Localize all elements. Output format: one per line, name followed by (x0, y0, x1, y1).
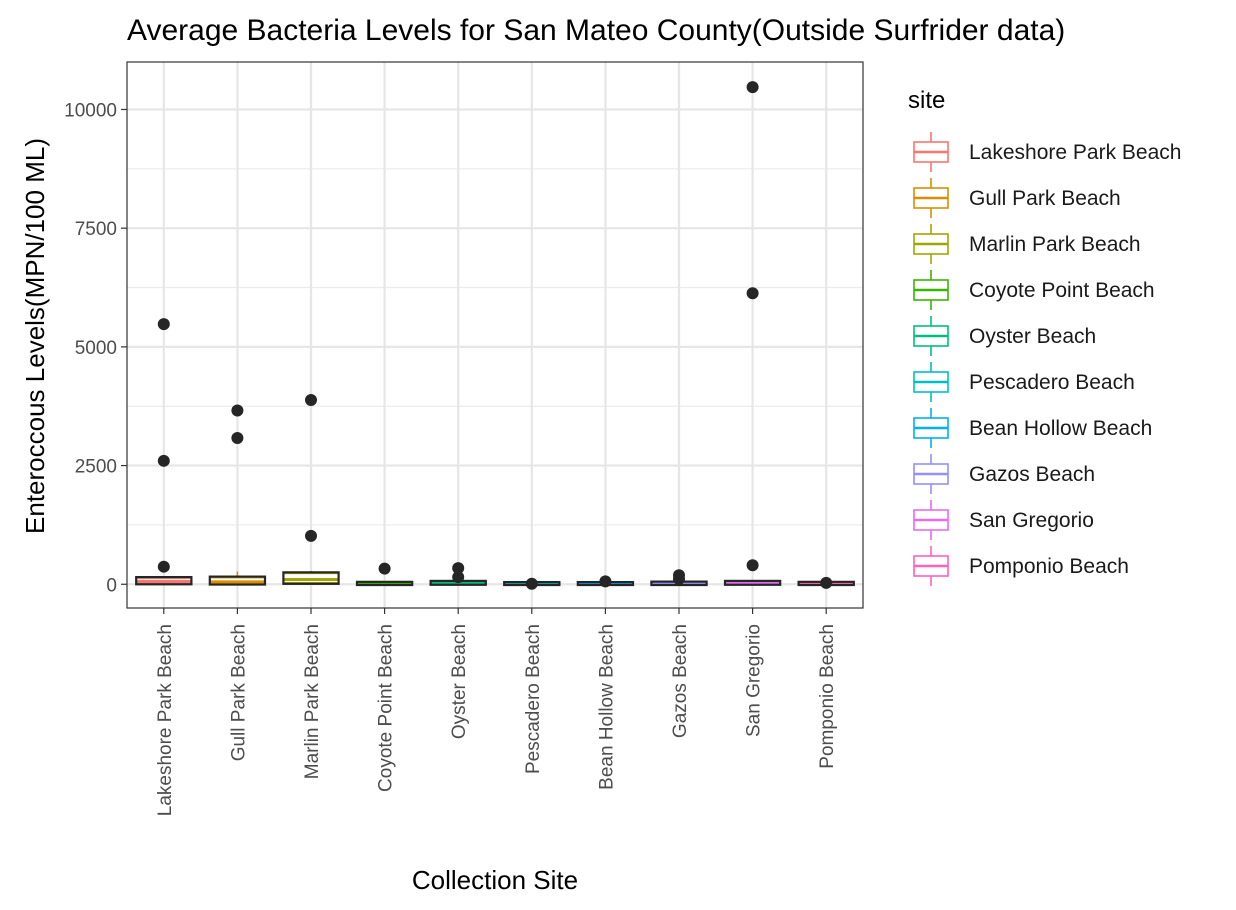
legend-label: Bean Hollow Beach (969, 417, 1152, 440)
legend-item: Lakeshore Park Beach (913, 132, 1181, 172)
outlier-point (231, 432, 244, 445)
plot-panel-border (126, 61, 864, 609)
legend-label: Gazos Beach (969, 463, 1095, 486)
x-tick-label: Pomponio Beach (817, 624, 838, 769)
plot-panel-background (127, 62, 863, 608)
legend-title: site (908, 87, 945, 114)
outlier-point (157, 318, 170, 331)
y-tick-label: 7500 (75, 219, 117, 240)
outlier-point (820, 576, 833, 589)
legend-item: Pescadero Beach (913, 362, 1135, 402)
box-plot-series (135, 81, 855, 590)
outlier-point (746, 81, 759, 94)
outlier-point (157, 454, 170, 467)
x-tick-label: Marlin Park Beach (302, 624, 323, 779)
outlier-point (746, 559, 759, 572)
x-tick-label: Bean Hollow Beach (596, 624, 617, 790)
y-tick-label: 2500 (75, 457, 117, 478)
box-points-overlay (723, 579, 782, 586)
legend-label: Pomponio Beach (969, 555, 1129, 578)
outlier-point (157, 560, 170, 573)
outlier-point (305, 529, 317, 542)
box-8 (650, 569, 708, 587)
box-1 (135, 318, 193, 586)
box-10 (797, 576, 855, 589)
x-tick-label: Gazos Beach (670, 624, 691, 738)
x-tick-label: Coyote Point Beach (376, 624, 397, 792)
x-tick-label: Gull Park Beach (228, 624, 249, 761)
outlier-point (452, 562, 465, 575)
box-points-overlay (208, 575, 267, 586)
outlier-point (231, 404, 244, 417)
box-points-overlay (355, 580, 414, 587)
outlier-point (305, 394, 317, 407)
y-tick-label: 0 (106, 575, 117, 596)
y-tick-label: 5000 (75, 338, 117, 359)
box-5 (429, 562, 487, 586)
box-9 (723, 81, 782, 586)
y-axis: 0 2500 5000 7500 10000 (64, 100, 127, 596)
box-3 (282, 394, 340, 585)
legend-item: Pomponio Beach (913, 546, 1129, 586)
legend-item: Marlin Park Beach (913, 224, 1141, 264)
legend-label: Marlin Park Beach (969, 233, 1141, 256)
legend-label: Pescadero Beach (969, 371, 1135, 394)
legend-item: Gazos Beach (913, 454, 1095, 494)
box-points-overlay (135, 575, 193, 586)
legend: site Lakeshore Park Beach Gull Park Beach… (908, 87, 1181, 586)
x-tick-label: Pescadero Beach (523, 624, 544, 774)
x-tick-label: Lakeshore Park Beach (155, 624, 176, 816)
legend-items: Lakeshore Park Beach Gull Park Beach Marli… (913, 132, 1181, 586)
y-tick-label: 10000 (64, 100, 117, 121)
x-axis-title: Collection Site (412, 865, 578, 895)
legend-item: Coyote Point Beach (913, 270, 1155, 310)
legend-item: San Gregorio (913, 500, 1094, 540)
legend-label: Lakeshore Park Beach (969, 141, 1181, 164)
legend-label: Gull Park Beach (969, 187, 1121, 210)
x-tick-label: San Gregorio (744, 624, 765, 737)
box-4 (355, 562, 414, 587)
x-tick-label: Oyster Beach (449, 624, 470, 739)
outlier-point (673, 573, 685, 586)
grid-lines (127, 62, 863, 608)
outlier-point (599, 575, 612, 588)
chart-title: Average Bacteria Levels for San Mateo Co… (127, 14, 1065, 47)
legend-item: Bean Hollow Beach (913, 408, 1152, 448)
outlier-point (525, 577, 538, 590)
box-points-overlay (282, 571, 340, 585)
legend-item: Gull Park Beach (913, 178, 1121, 218)
legend-label: Coyote Point Beach (969, 279, 1155, 302)
outlier-point (746, 287, 759, 300)
x-axis: Lakeshore Park Beach Gull Park Beach Marli… (155, 608, 838, 816)
legend-label: Oyster Beach (969, 325, 1096, 348)
box-7 (576, 575, 635, 588)
box-2 (208, 404, 267, 586)
legend-item: Oyster Beach (913, 316, 1096, 356)
legend-label: San Gregorio (969, 509, 1094, 532)
outlier-point (452, 571, 465, 584)
box-6 (503, 577, 561, 590)
y-axis-title: Enteroccous Levels(MPN/100 ML) (20, 138, 50, 534)
outlier-point (378, 562, 391, 575)
